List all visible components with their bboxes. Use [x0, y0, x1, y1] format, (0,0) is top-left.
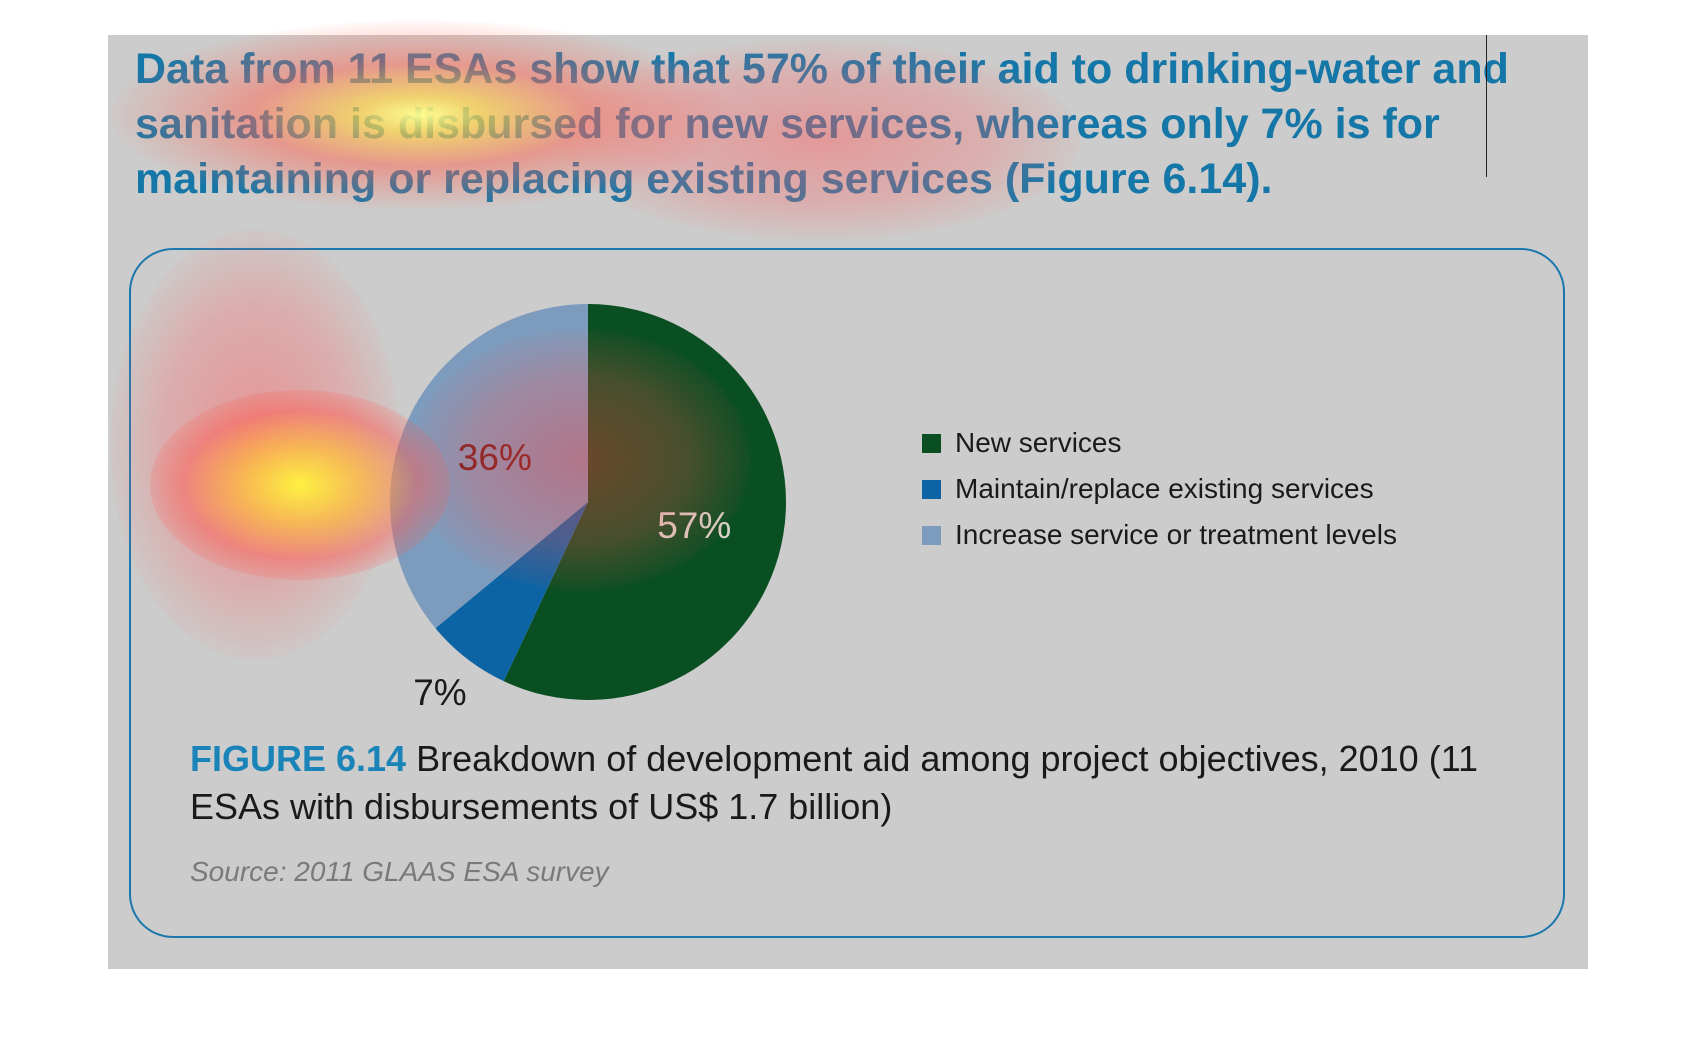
legend-label: New services	[955, 427, 1122, 458]
legend-swatch	[922, 525, 941, 545]
pie-slice-new-services	[503, 304, 786, 700]
headline-text: Data from 11 ESAs show that 57% of their…	[135, 45, 1509, 203]
legend-swatch	[922, 433, 941, 453]
figure-number: FIGURE 6.14	[190, 738, 407, 779]
pie-chart: 57% 7% 36%	[390, 304, 786, 713]
chart-legend: New services Maintain/replace existing s…	[922, 420, 1397, 558]
text-cursor-line	[1486, 35, 1487, 177]
legend-label: Maintain/replace existing services	[955, 473, 1374, 504]
legend-label: Increase service or treatment levels	[955, 519, 1397, 550]
pie-slice-maintain-replace	[435, 502, 588, 682]
figure-frame	[129, 248, 1565, 938]
figure-source: Source: 2011 GLAAS ESA survey	[190, 856, 609, 887]
figure-caption-text: Breakdown of development aid among proje…	[190, 738, 1479, 827]
pie-data-label: 57%	[657, 505, 731, 546]
pie-data-label: 36%	[458, 437, 532, 478]
figure-caption: FIGURE 6.14 Breakdown of development aid…	[190, 735, 1490, 831]
legend-item-increase-service: Increase service or treatment levels	[922, 512, 1397, 558]
legend-item-new-services: New services	[922, 420, 1397, 466]
pie-data-label: 7%	[413, 672, 466, 713]
legend-item-maintain-replace: Maintain/replace existing services	[922, 466, 1397, 512]
legend-swatch	[922, 479, 941, 499]
